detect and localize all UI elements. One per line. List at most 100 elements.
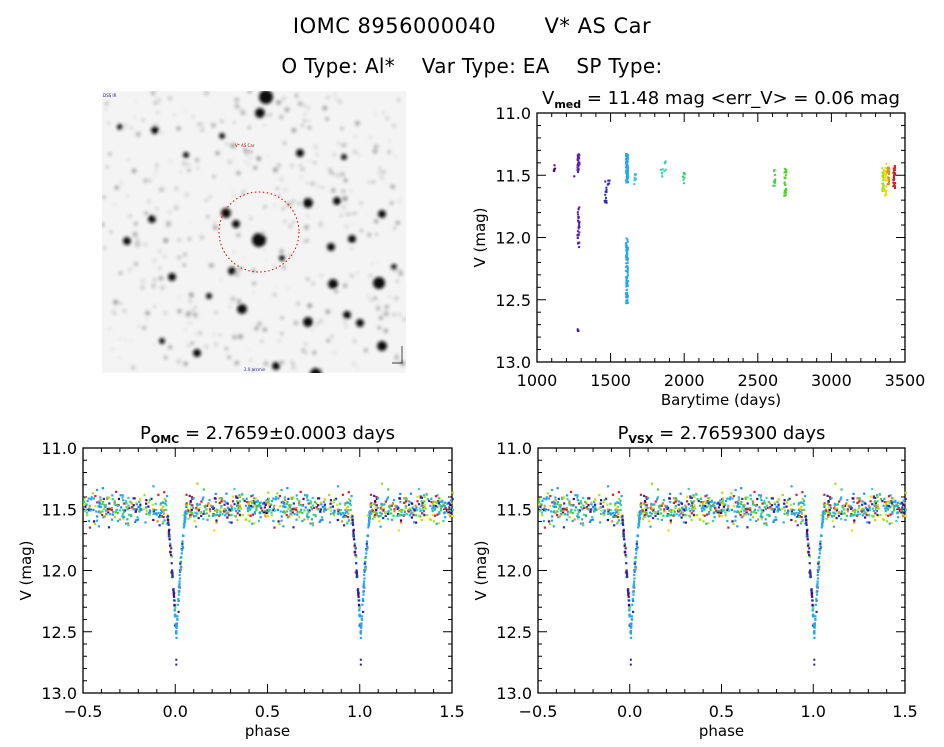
bright-star — [117, 124, 123, 130]
eclipse-point — [634, 565, 637, 568]
faint-star — [282, 96, 286, 100]
data-point — [145, 512, 148, 515]
data-point — [329, 502, 332, 505]
data-point — [144, 521, 147, 524]
data-point — [414, 509, 417, 512]
data-point — [123, 511, 126, 514]
data-point — [349, 504, 352, 507]
data-point — [607, 179, 610, 182]
faint-star — [333, 173, 336, 176]
faint-star — [133, 221, 138, 226]
faint-star — [168, 345, 173, 350]
eclipse-point — [178, 586, 181, 589]
data-point — [251, 506, 254, 509]
data-point — [373, 494, 376, 497]
data-point — [442, 503, 445, 506]
data-point — [199, 510, 202, 514]
data-point — [593, 505, 596, 508]
eclipse-point — [362, 584, 365, 587]
data-point — [253, 522, 256, 525]
faint-star — [102, 195, 106, 199]
data-point — [897, 501, 900, 504]
data-point — [538, 500, 541, 503]
eclipse-point — [367, 519, 371, 522]
data-point — [739, 510, 742, 513]
x-tick-label: 3000 — [811, 371, 852, 390]
data-point — [576, 328, 579, 331]
data-point — [882, 182, 885, 185]
data-point — [675, 497, 678, 500]
data-point — [213, 513, 216, 516]
data-point — [189, 507, 192, 510]
data-point — [607, 510, 610, 513]
data-point — [303, 509, 306, 512]
data-point — [94, 495, 97, 498]
data-point — [885, 507, 888, 510]
data-point — [659, 508, 662, 511]
eclipse-point — [626, 588, 629, 591]
faint-star — [184, 109, 187, 112]
faint-star — [394, 155, 397, 158]
faint-star — [279, 176, 284, 182]
data-point — [267, 500, 270, 503]
data-point — [664, 168, 667, 171]
data-point — [650, 482, 653, 485]
data-point — [832, 525, 836, 528]
data-point — [626, 301, 629, 304]
data-point — [901, 506, 904, 509]
data-point — [103, 515, 106, 518]
data-point — [202, 510, 206, 513]
data-point — [580, 506, 583, 509]
data-point — [102, 516, 105, 519]
data-point — [407, 508, 411, 511]
data-point — [253, 502, 256, 505]
data-point — [406, 513, 409, 516]
data-point — [159, 511, 162, 515]
data-point — [582, 504, 585, 507]
data-point — [656, 512, 659, 515]
data-point — [887, 495, 891, 498]
data-point — [868, 521, 871, 524]
data-point — [756, 497, 759, 501]
data-point — [647, 515, 650, 518]
faint-star — [279, 249, 284, 254]
data-point — [690, 519, 693, 522]
data-point — [625, 249, 628, 252]
data-point — [230, 514, 233, 517]
data-point — [650, 508, 653, 511]
data-point — [387, 510, 390, 513]
faint-star — [230, 143, 236, 149]
data-point — [572, 497, 575, 501]
data-point — [571, 504, 574, 507]
data-point — [413, 521, 416, 524]
data-point — [853, 514, 856, 517]
data-point — [849, 505, 852, 508]
data-point — [308, 509, 311, 512]
data-point — [403, 501, 406, 505]
faint-star — [367, 232, 372, 238]
data-point — [147, 501, 150, 504]
eclipse-point — [367, 524, 370, 527]
data-point — [320, 516, 324, 519]
data-point — [318, 520, 321, 523]
data-point — [799, 510, 802, 513]
data-point — [581, 518, 584, 521]
faint-star — [253, 166, 258, 170]
faint-star — [275, 285, 277, 288]
data-point — [825, 509, 828, 512]
data-point — [689, 509, 692, 513]
eclipse-point — [173, 599, 176, 602]
data-point — [600, 512, 603, 515]
data-point — [645, 509, 648, 512]
data-point — [679, 509, 682, 512]
data-point — [884, 507, 887, 510]
data-point — [625, 162, 627, 165]
data-point — [432, 520, 435, 523]
eclipse-point — [632, 590, 635, 593]
data-point — [562, 511, 565, 514]
faint-star — [128, 268, 132, 271]
data-point — [205, 512, 208, 515]
data-point — [597, 507, 600, 510]
spectral-type: SP Type: — [576, 54, 663, 78]
data-point — [315, 502, 318, 505]
